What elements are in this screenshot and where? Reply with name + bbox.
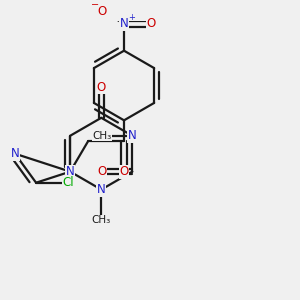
- Text: O: O: [146, 17, 156, 30]
- Text: N: N: [128, 129, 137, 142]
- Text: N: N: [97, 183, 106, 196]
- Text: N: N: [66, 165, 75, 178]
- Text: O: O: [98, 5, 107, 18]
- Text: CH₃: CH₃: [92, 131, 112, 141]
- Text: −: −: [91, 0, 99, 10]
- Text: O: O: [97, 81, 106, 94]
- Text: CH₃: CH₃: [92, 215, 111, 225]
- Text: O: O: [119, 165, 129, 178]
- Text: Cl: Cl: [63, 176, 74, 189]
- Text: N: N: [120, 17, 128, 30]
- Text: N: N: [11, 147, 20, 160]
- Text: O: O: [97, 165, 106, 178]
- Text: +: +: [128, 13, 135, 22]
- Text: O: O: [98, 5, 107, 18]
